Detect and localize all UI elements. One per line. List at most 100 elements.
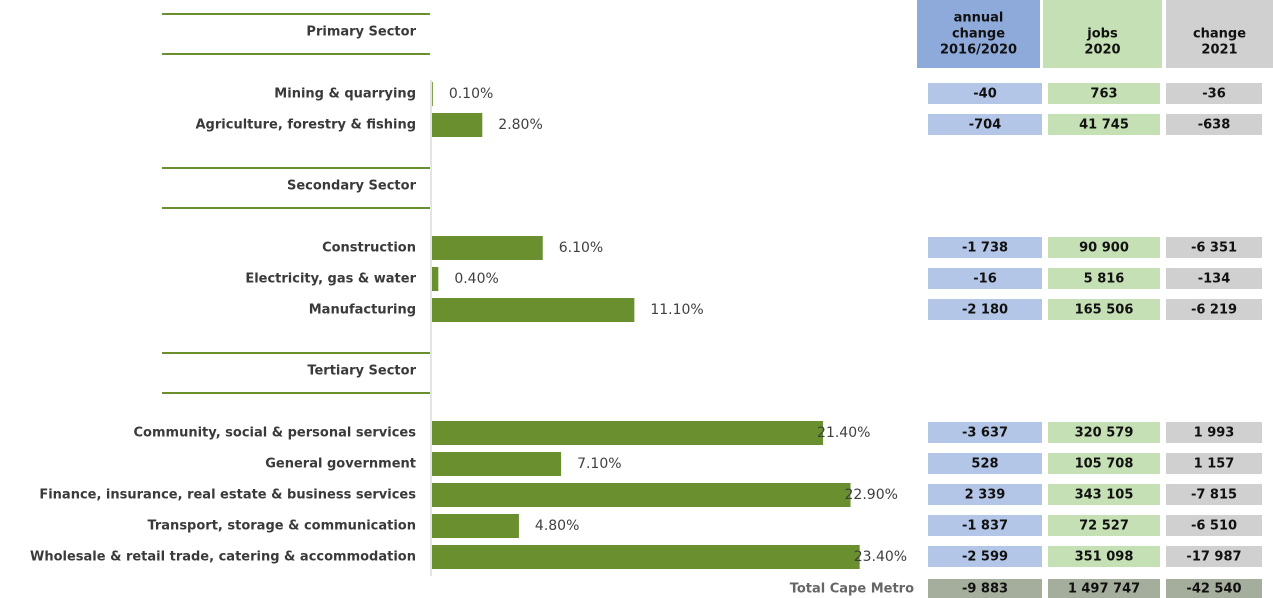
sector-label: Primary Sector xyxy=(306,25,416,40)
category-label: Mining & quarrying xyxy=(274,87,416,102)
header-cell xyxy=(1166,0,1273,68)
header-text: 2016/2020 xyxy=(940,43,1017,58)
value-label: 4.80% xyxy=(535,518,579,534)
table-cell xyxy=(1166,114,1262,135)
table-cell xyxy=(1048,422,1160,443)
category-label: Wholesale & retail trade, catering & acc… xyxy=(30,550,416,565)
table-cell xyxy=(928,515,1042,536)
table-cell xyxy=(1166,237,1262,258)
category-label: Transport, storage & communication xyxy=(147,519,416,534)
header-text: 2020 xyxy=(1084,43,1120,58)
cell-text: -40 xyxy=(973,87,997,102)
header-text: jobs xyxy=(1086,27,1118,42)
cell-text: -3 637 xyxy=(962,426,1008,441)
cell-text: -1 738 xyxy=(962,241,1008,256)
table-cell xyxy=(1048,546,1160,567)
category-label: Finance, insurance, real estate & busine… xyxy=(39,488,416,503)
category-label: Agriculture, forestry & fishing xyxy=(196,118,417,133)
category-label: Manufacturing xyxy=(309,303,416,318)
header-cell xyxy=(917,0,1040,68)
cell-text: -36 xyxy=(1202,87,1226,102)
table-cell xyxy=(1048,83,1160,104)
header-text: change xyxy=(952,27,1005,42)
cell-text: -638 xyxy=(1198,118,1231,133)
total-text: 1 497 747 xyxy=(1068,582,1140,597)
value-label: 6.10% xyxy=(559,240,603,256)
cell-text: -6 351 xyxy=(1191,241,1237,256)
cell-text: 165 506 xyxy=(1075,303,1134,318)
header-text: annual xyxy=(954,11,1004,26)
cell-text: 90 900 xyxy=(1079,241,1129,256)
table-cell xyxy=(1166,422,1262,443)
total-cell xyxy=(928,579,1042,598)
bar xyxy=(432,483,851,507)
table-cell xyxy=(1048,299,1160,320)
cell-text: -7 815 xyxy=(1191,488,1237,503)
bar xyxy=(432,421,824,445)
cell-text: -2 180 xyxy=(962,303,1008,318)
sector-label: Tertiary Sector xyxy=(307,364,416,379)
table-cell xyxy=(1048,515,1160,536)
header-text: change xyxy=(1193,27,1246,42)
cell-text: 528 xyxy=(971,457,998,472)
table-cell xyxy=(928,268,1042,289)
table-cell xyxy=(928,83,1042,104)
value-label: 2.80% xyxy=(498,117,542,133)
total-text: -9 883 xyxy=(962,582,1008,597)
total-cell xyxy=(1048,579,1160,598)
table-cell xyxy=(1048,114,1160,135)
category-label: Electricity, gas & water xyxy=(245,272,416,287)
header-cell xyxy=(1043,0,1162,68)
table-cell xyxy=(1166,515,1262,536)
value-label: 7.10% xyxy=(577,456,621,472)
cell-text: 105 708 xyxy=(1075,457,1134,472)
bar xyxy=(432,298,635,322)
table-cell xyxy=(1048,484,1160,505)
table-cell xyxy=(1048,453,1160,474)
value-label: 22.90% xyxy=(845,487,898,503)
cell-text: 1 993 xyxy=(1194,426,1235,441)
table-cell xyxy=(1048,268,1160,289)
table-cell xyxy=(928,546,1042,567)
bar xyxy=(432,236,543,260)
table-cell xyxy=(928,299,1042,320)
cell-text: 351 098 xyxy=(1075,550,1134,565)
cell-text: 41 745 xyxy=(1079,118,1129,133)
table-cell xyxy=(928,237,1042,258)
bar xyxy=(432,267,439,291)
cell-text: 2 339 xyxy=(965,488,1006,503)
total-text: -42 540 xyxy=(1186,582,1241,597)
table-cell xyxy=(1166,453,1262,474)
cell-text: 343 105 xyxy=(1075,488,1134,503)
bar xyxy=(432,113,483,137)
bar xyxy=(432,514,519,538)
table-cell xyxy=(1166,299,1262,320)
value-label: 23.40% xyxy=(854,549,907,565)
cell-text: -16 xyxy=(973,272,997,287)
cell-text: -6 510 xyxy=(1191,519,1237,534)
cell-text: 763 xyxy=(1090,87,1117,102)
total-label: Total Cape Metro xyxy=(790,582,914,597)
cell-text: 72 527 xyxy=(1079,519,1129,534)
value-label: 21.40% xyxy=(817,425,870,441)
table-cell xyxy=(1166,268,1262,289)
cell-text: 5 816 xyxy=(1084,272,1125,287)
category-label: Community, social & personal services xyxy=(134,426,417,441)
cell-text: 320 579 xyxy=(1075,426,1134,441)
table-cell xyxy=(1166,83,1262,104)
table-cell xyxy=(1166,484,1262,505)
cell-text: -2 599 xyxy=(962,550,1008,565)
table-cell xyxy=(1048,237,1160,258)
table-cell xyxy=(928,114,1042,135)
cell-text: -704 xyxy=(969,118,1002,133)
total-cell xyxy=(1166,579,1262,598)
table-cell xyxy=(928,484,1042,505)
category-label: Construction xyxy=(322,241,416,256)
bar xyxy=(432,452,562,476)
value-label: 0.40% xyxy=(454,271,498,287)
cell-text: 1 157 xyxy=(1194,457,1235,472)
sector-label: Secondary Sector xyxy=(287,179,417,194)
cell-text: -17 987 xyxy=(1186,550,1241,565)
cell-text: -1 837 xyxy=(962,519,1008,534)
